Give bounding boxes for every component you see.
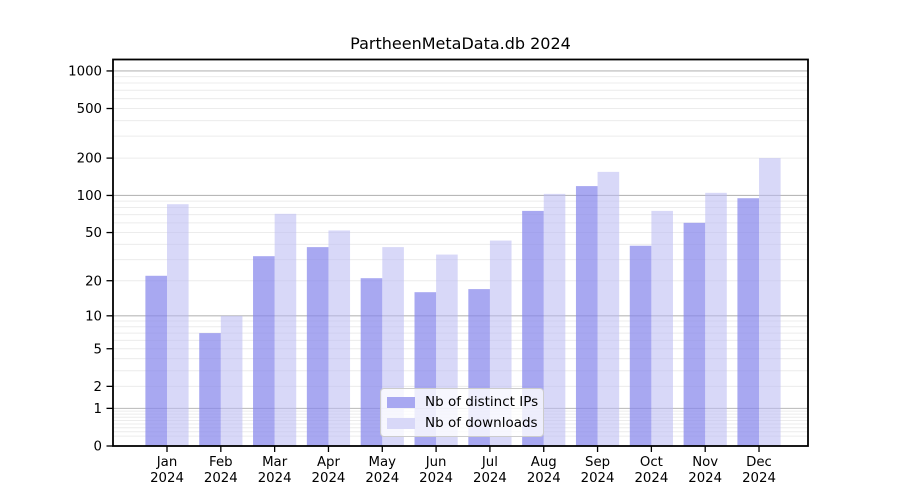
y-tick-label-1: 1 <box>94 402 102 417</box>
bar-distinct-ips-mar <box>253 256 275 446</box>
bar-distinct-ips-aug <box>522 210 544 446</box>
y-tick-label-1000: 1000 <box>68 65 102 80</box>
legend-item-downloads: Nb of downloads <box>387 415 538 431</box>
legend: Nb of distinct IPs Nb of downloads <box>380 388 544 437</box>
y-tick-label-500: 500 <box>77 102 102 117</box>
chart-title: PartheenMetaData.db 2024 <box>350 34 571 53</box>
legend-label-downloads: Nb of downloads <box>425 415 538 431</box>
bar-distinct-ips-may <box>360 278 383 446</box>
legend-swatch-distinct-ips <box>387 396 415 408</box>
x-tick-label-month-oct: Oct <box>640 455 663 470</box>
x-tick-label-year-apr: 2024 <box>312 471 346 486</box>
bar-downloads-dec <box>759 158 781 446</box>
y-tick-label-20: 20 <box>85 274 102 289</box>
x-tick-label-year-mar: 2024 <box>258 471 292 486</box>
legend-label-distinct-ips: Nb of distinct IPs <box>425 394 539 410</box>
x-tick-label-month-jan: Jan <box>156 455 178 470</box>
legend-item-distinct-ips: Nb of distinct IPs <box>387 394 539 410</box>
x-tick-label-month-dec: Dec <box>746 455 772 470</box>
y-tick-label-100: 100 <box>77 189 102 204</box>
bar-downloads-jan <box>167 204 189 446</box>
legend-swatch-downloads <box>387 417 415 429</box>
bar-distinct-ips-apr <box>306 247 329 446</box>
x-tick-label-year-jan: 2024 <box>150 471 184 486</box>
bar-distinct-ips-jan <box>145 275 167 446</box>
bar-distinct-ips-nov <box>683 222 706 446</box>
bar-distinct-ips-dec <box>737 198 760 446</box>
y-tick-label-5: 5 <box>94 342 102 357</box>
y-tick-label-200: 200 <box>77 152 102 167</box>
bar-distinct-ips-oct <box>629 245 652 446</box>
x-tick-label-month-jun: Jun <box>425 455 447 470</box>
bar-distinct-ips-sep <box>575 186 598 446</box>
x-tick-label-month-aug: Aug <box>531 455 557 470</box>
bar-distinct-ips-feb <box>199 333 221 446</box>
x-tick-label-year-jun: 2024 <box>419 471 453 486</box>
x-tick-label-month-sep: Sep <box>585 455 610 470</box>
x-tick-label-year-oct: 2024 <box>634 471 668 486</box>
x-tick-label-year-sep: 2024 <box>581 471 615 486</box>
bar-downloads-aug <box>543 193 566 446</box>
bar-downloads-oct <box>651 210 673 446</box>
x-tick-label-year-feb: 2024 <box>204 471 238 486</box>
x-tick-label-month-mar: Mar <box>262 455 288 470</box>
y-tick-label-10: 10 <box>85 309 102 324</box>
x-tick-label-year-dec: 2024 <box>742 471 776 486</box>
x-tick-label-year-aug: 2024 <box>527 471 561 486</box>
bar-downloads-sep <box>597 171 620 446</box>
bar-downloads-apr <box>328 230 351 446</box>
x-tick-label-month-may: May <box>369 455 397 470</box>
x-tick-label-month-nov: Nov <box>692 455 718 470</box>
bar-downloads-nov <box>705 192 727 446</box>
y-tick-label-2: 2 <box>94 380 102 395</box>
x-tick-label-month-feb: Feb <box>209 455 233 470</box>
x-tick-label-year-jul: 2024 <box>473 471 507 486</box>
bar-downloads-feb <box>220 315 243 446</box>
plot-border <box>112 58 809 447</box>
bar-downloads-mar <box>274 213 297 446</box>
x-tick-label-year-nov: 2024 <box>688 471 722 486</box>
y-tick-label-50: 50 <box>85 226 102 241</box>
x-tick-label-month-jul: Jul <box>481 455 498 470</box>
x-tick-label-month-apr: Apr <box>317 455 341 470</box>
y-tick-label-0: 0 <box>94 440 102 455</box>
x-tick-label-year-may: 2024 <box>365 471 399 486</box>
